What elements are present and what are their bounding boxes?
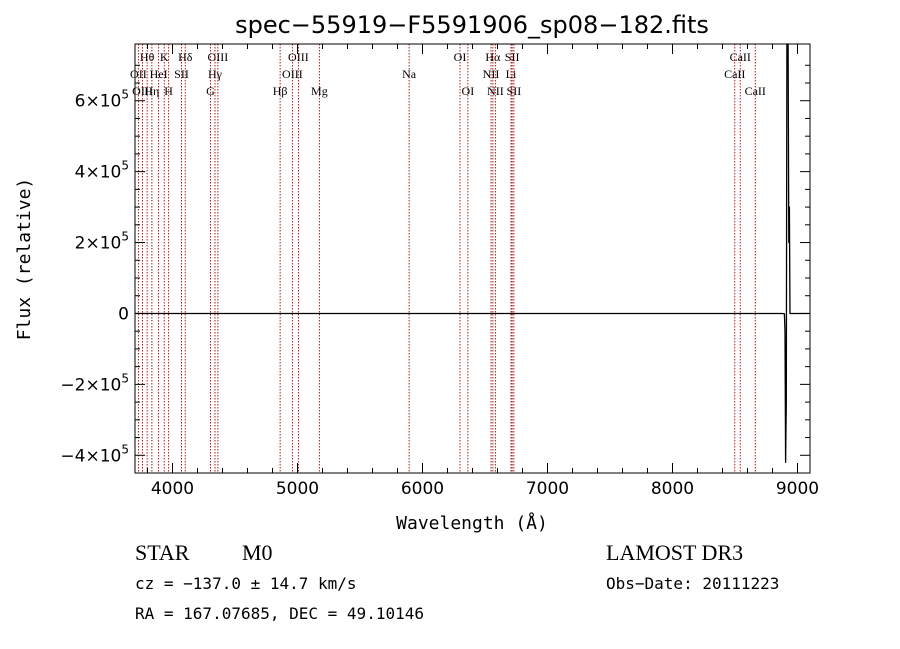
y-tick-mantissa: 2×10 [75,234,122,254]
spectral-line-label: CaII [730,50,751,64]
spectral-line-label: OIII [208,50,229,64]
spectral-line-label: HeI [150,67,168,81]
spectral-line-label: NII [487,84,504,98]
chart-title: spec−55919−F5591906_sp08−182.fits [235,11,709,39]
x-axis-label: Wavelength (Å) [396,512,548,534]
spectral-line-label: CaII [745,84,766,98]
obs-date: Obs−Date: 20111223 [606,574,779,593]
y-tick-exponent: 5 [121,230,129,244]
x-tick-label: 5000 [276,479,319,499]
spectral-line-label: Hγ [208,67,223,81]
y-tick-exponent: 5 [121,159,129,173]
coordinates: RA = 167.07685, DEC = 49.10146 [135,604,424,623]
ticks-layer: 4000 5000 6000 7000 8000 90006×1054×1052×1050… [60,44,819,499]
y-tick-exponent: 5 [121,88,129,102]
x-tick-label: 7000 [526,479,569,499]
spectral-line-label: G [206,84,215,98]
y-tick-exponent: 5 [121,442,129,456]
spectral-line-label: Hα [485,50,501,64]
y-tick-label: −4×105 [60,442,129,466]
y-tick-label: 4×105 [75,159,129,183]
survey-name: LAMOST DR3 [606,540,743,565]
spectral-line-label: SII [505,50,520,64]
y-tick-label: −2×105 [60,371,129,395]
spectral-line-label: OIII [282,67,303,81]
spectral-line-label: Hβ [273,84,288,98]
y-tick-mantissa: −4×10 [60,446,121,466]
spectral-line-label: OIII [132,84,153,98]
y-tick-mantissa: 4×10 [75,163,122,183]
spectral-line-label: NII [483,67,500,81]
x-tick-label: 8000 [651,479,694,499]
spectral-line-label: Li [506,67,517,81]
flux-series-line [135,43,810,464]
spectral-line-label: Hθ [140,50,155,64]
spectral-line-label: CaII [724,67,745,81]
object-class: STAR [135,540,190,565]
y-tick-mantissa: 0 [118,304,129,324]
series-layer [135,43,810,464]
object-subclass: M0 [242,540,273,565]
y-tick-mantissa: −2×10 [60,375,121,395]
y-tick-mantissa: 6×10 [75,92,122,112]
x-tick-label: 6000 [401,479,444,499]
redshift-cz: cz = −137.0 ± 14.7 km/s [135,574,357,593]
spectral-line-label: Hη [144,84,159,98]
y-tick-label: 0 [118,304,129,324]
spectral-line-label: OIII [288,50,309,64]
y-tick-label: 2×105 [75,230,129,254]
y-tick-label: 6×105 [75,88,129,112]
y-axis-label: Flux (relative) [14,178,35,341]
spectral-line-label: SII [507,84,522,98]
spectral-line-label: Na [402,67,417,81]
spectral-line-label: OI [454,50,467,64]
spectral-line-label: OI [462,84,475,98]
spectral-line-label: OII [130,67,147,81]
plot-frame [134,43,811,474]
x-tick-label: 4000 [151,479,194,499]
y-tick-exponent: 5 [121,371,129,385]
spectral-line-label: H [164,84,173,98]
x-tick-label: 9000 [776,479,819,499]
spectral-line-label: SII [174,67,189,81]
spectral-line-label: Mg [311,84,328,98]
spectral-line-label: K [160,50,169,64]
spectral-line-label: Hδ [178,50,193,64]
